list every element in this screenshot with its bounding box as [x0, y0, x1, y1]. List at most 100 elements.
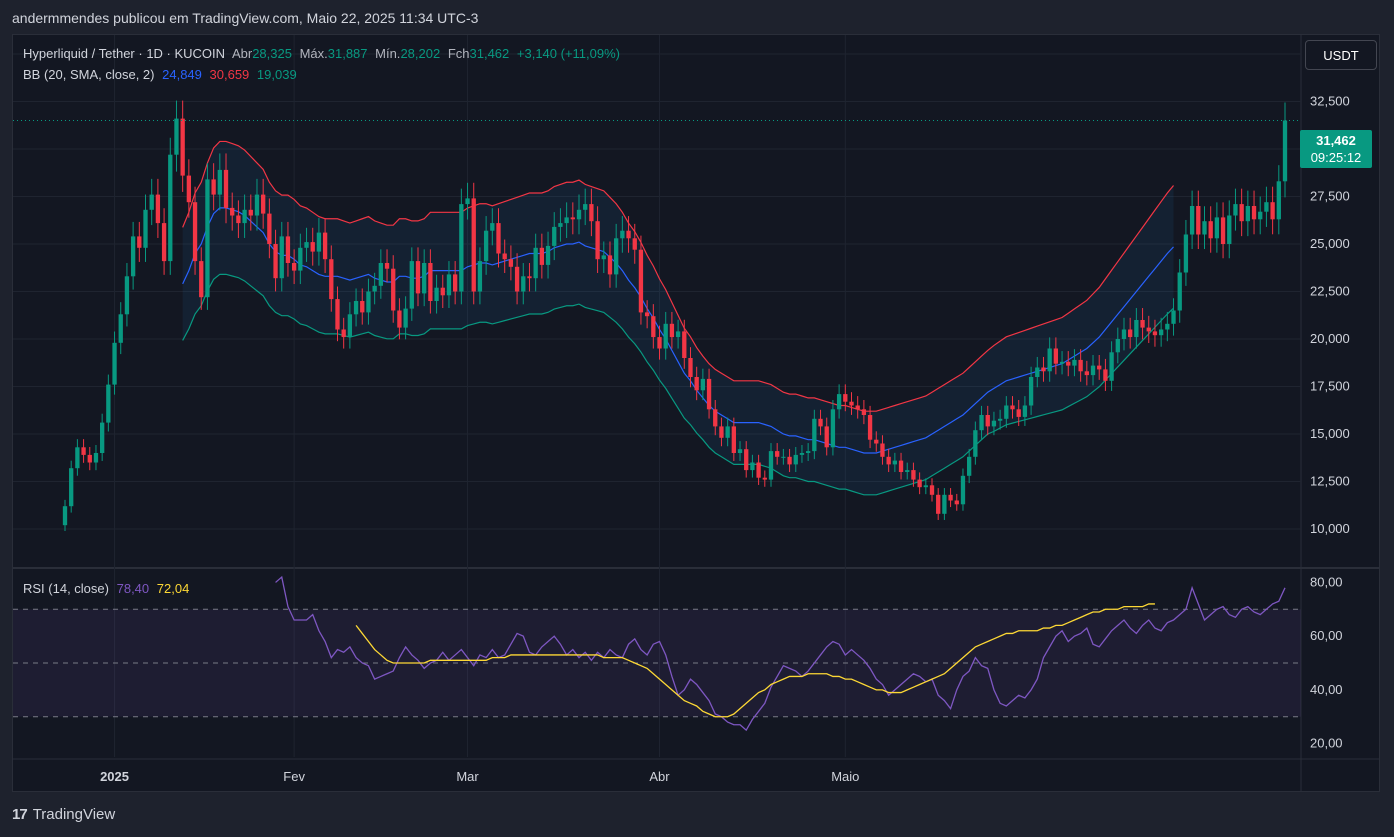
candle-body — [180, 118, 185, 176]
candle-body — [168, 154, 173, 262]
price-tick-label: 17,500 — [1310, 379, 1350, 394]
candle-body — [818, 418, 823, 427]
candle-body — [929, 485, 935, 495]
rsi-label[interactable]: RSI (14, close) — [23, 581, 109, 596]
candle-body — [69, 468, 74, 507]
candle-body — [87, 454, 92, 463]
bb-basis-line — [182, 207, 1174, 454]
candle-body — [1053, 348, 1059, 364]
candle-body — [118, 314, 123, 343]
candle-body — [335, 299, 340, 330]
candle-body — [1084, 371, 1089, 376]
candle-body — [378, 263, 383, 286]
last-price: 31,462 — [1316, 133, 1356, 148]
open-label: Abr — [231, 46, 253, 61]
chart-panel[interactable]: 10,000 12,500 15,000 17,500 20,000 22,500 25,0… — [12, 34, 1380, 792]
candle-body — [236, 215, 241, 224]
bb-label[interactable]: BB (20, SMA, close, 2) — [23, 67, 155, 82]
candle-body — [143, 209, 148, 248]
candle-body — [675, 331, 681, 338]
candle-body — [254, 194, 260, 216]
candle-body — [1035, 367, 1040, 377]
candle-body — [508, 259, 514, 267]
candle-body — [632, 238, 637, 250]
candle-body — [1233, 204, 1238, 216]
candle-body — [230, 207, 235, 216]
candle-body — [595, 221, 600, 260]
candle-body — [657, 337, 662, 349]
candle-body — [452, 274, 458, 292]
candle-body — [991, 420, 997, 427]
symbol-name[interactable]: Hyperliquid / Tether · 1D · KUCOIN — [23, 46, 226, 61]
candle-body — [471, 198, 476, 292]
candle-body — [353, 301, 359, 315]
candle-body — [174, 118, 179, 155]
candle-body — [601, 255, 606, 260]
candle-body — [521, 276, 526, 292]
candle-body — [1072, 359, 1077, 366]
bb-basis-value: 24,849 — [162, 67, 202, 82]
rsi-tick-label: 80,00 — [1310, 574, 1343, 589]
candle-body — [892, 460, 898, 465]
rsi-tick-label: 60,00 — [1310, 628, 1343, 643]
candle-body — [1097, 365, 1102, 370]
currency-button[interactable]: USDT — [1305, 40, 1377, 70]
candle-body — [874, 439, 879, 444]
candle-body — [1220, 217, 1226, 244]
candle-body — [744, 449, 749, 471]
candle-body — [149, 194, 154, 210]
candle-body — [886, 456, 891, 465]
time-tick-label: Maio — [831, 769, 859, 784]
candle-body — [607, 255, 613, 275]
candle-body — [1028, 377, 1034, 406]
author-line: andermmendes publicou em TradingView.com… — [12, 10, 479, 26]
candle-body — [799, 453, 805, 455]
candle-body — [285, 236, 291, 263]
candle-body — [694, 377, 699, 391]
candle-body — [651, 316, 656, 338]
candle-body — [1004, 405, 1009, 419]
price-tick-label: 15,000 — [1310, 426, 1350, 441]
candle-body — [644, 312, 650, 317]
candle-body — [304, 242, 309, 248]
candle-body — [217, 169, 222, 195]
chart-canvas[interactable]: 10,000 12,500 15,000 17,500 20,000 22,500 25,0… — [13, 35, 1380, 792]
candle-body — [1239, 204, 1244, 222]
candle-body — [812, 418, 817, 452]
time-tick-label: 2025 — [100, 769, 129, 784]
candle-body — [954, 500, 959, 505]
candle-body — [316, 232, 322, 252]
candle-body — [948, 494, 953, 501]
candle-body — [973, 430, 978, 457]
candle-body — [725, 426, 730, 438]
change-value: +3,140 (+11,09%) — [516, 46, 621, 61]
candle-body — [298, 247, 303, 271]
candle-body — [960, 475, 966, 505]
candle-body — [428, 263, 433, 301]
candle-body — [446, 274, 452, 296]
candle-body — [112, 342, 117, 385]
candle-body — [242, 209, 247, 224]
footer-brand[interactable]: 17 TradingView — [12, 806, 115, 823]
low-label: Mín. — [375, 46, 401, 61]
candle-body — [614, 238, 619, 275]
candle-body — [100, 422, 105, 453]
candle-body — [997, 418, 1003, 421]
candle-body — [1022, 405, 1028, 417]
candle-body — [1202, 221, 1207, 235]
open-value: 28,325 — [252, 46, 292, 61]
candle-body — [867, 415, 873, 440]
candle-body — [836, 394, 842, 410]
candle-body — [626, 230, 631, 239]
rsi-ma-line — [355, 603, 1155, 718]
candle-body — [967, 456, 972, 476]
candle-body — [527, 276, 532, 279]
candle-body — [1177, 272, 1182, 311]
candle-body — [403, 308, 408, 328]
candle-body — [248, 209, 253, 216]
candle-body — [391, 268, 396, 311]
candle-body — [440, 287, 445, 296]
candle-body — [700, 378, 706, 391]
candle-body — [329, 259, 334, 300]
candle-body — [1109, 352, 1114, 381]
